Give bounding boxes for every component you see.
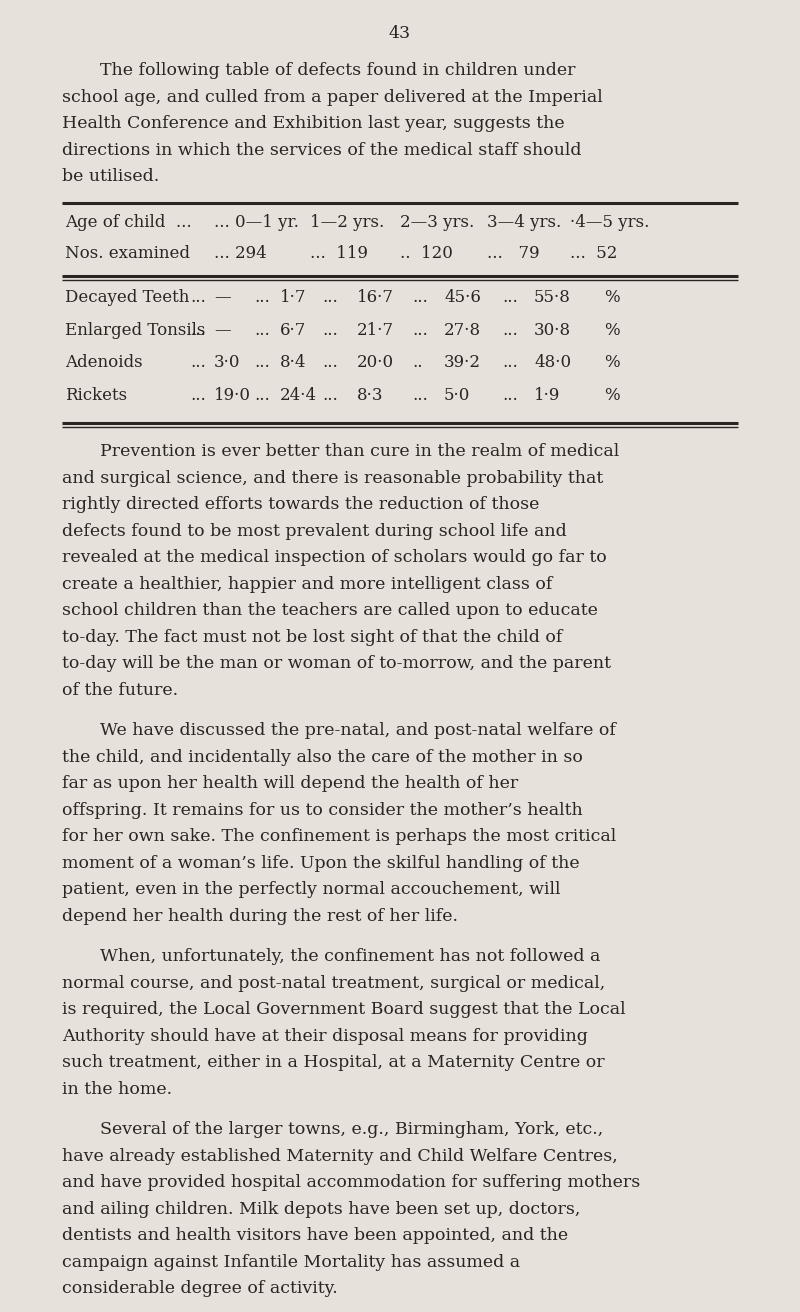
Text: ...: ... [254, 321, 270, 338]
Text: ...   79: ... 79 [487, 245, 540, 262]
Text: and surgical science, and there is reasonable probability that: and surgical science, and there is reaso… [62, 470, 603, 487]
Text: ·4—5 yrs.: ·4—5 yrs. [570, 214, 650, 231]
Text: 1·9: 1·9 [534, 387, 560, 404]
Text: moment of a woman’s life. Upon the skilful handling of the: moment of a woman’s life. Upon the skilf… [62, 855, 580, 872]
Text: Prevention is ever better than cure in the realm of medical: Prevention is ever better than cure in t… [100, 443, 619, 461]
Text: 45·6: 45·6 [444, 290, 481, 307]
Text: for her own sake. The confinement is perhaps the most critical: for her own sake. The confinement is per… [62, 828, 616, 845]
Text: ...  119: ... 119 [310, 245, 368, 262]
Text: and have provided hospital accommodation for suffering mothers: and have provided hospital accommodation… [62, 1174, 640, 1191]
Text: %: % [604, 321, 620, 338]
Text: ...: ... [322, 387, 338, 404]
Text: 20·0: 20·0 [357, 354, 394, 371]
Text: ...: ... [322, 321, 338, 338]
Text: dentists and health visitors have been appointed, and the: dentists and health visitors have been a… [62, 1228, 568, 1245]
Text: ...: ... [412, 387, 428, 404]
Text: school children than the teachers are called upon to educate: school children than the teachers are ca… [62, 602, 598, 619]
Text: Nos. examined: Nos. examined [65, 245, 190, 262]
Text: ... 294: ... 294 [214, 245, 266, 262]
Text: rightly directed efforts towards the reduction of those: rightly directed efforts towards the red… [62, 496, 539, 513]
Text: such treatment, either in a Hospital, at a Maternity Centre or: such treatment, either in a Hospital, at… [62, 1055, 605, 1072]
Text: 8·3: 8·3 [357, 387, 383, 404]
Text: create a healthier, happier and more intelligent class of: create a healthier, happier and more int… [62, 576, 552, 593]
Text: ...: ... [190, 387, 206, 404]
Text: far as upon her health will depend the health of her: far as upon her health will depend the h… [62, 775, 518, 792]
Text: 2—3 yrs.: 2—3 yrs. [400, 214, 474, 231]
Text: Rickets: Rickets [65, 387, 127, 404]
Text: ..  120: .. 120 [400, 245, 453, 262]
Text: directions in which the services of the medical staff should: directions in which the services of the … [62, 142, 582, 159]
Text: %: % [604, 354, 620, 371]
Text: ...: ... [502, 354, 518, 371]
Text: defects found to be most prevalent during school life and: defects found to be most prevalent durin… [62, 523, 566, 541]
Text: 1·7: 1·7 [280, 290, 306, 307]
Text: ...: ... [322, 354, 338, 371]
Text: revealed at the medical inspection of scholars would go far to: revealed at the medical inspection of sc… [62, 550, 606, 567]
Text: depend her health during the rest of her life.: depend her health during the rest of her… [62, 908, 458, 925]
Text: 5·0: 5·0 [444, 387, 470, 404]
Text: ... 0—1 yr.: ... 0—1 yr. [214, 214, 299, 231]
Text: 6·7: 6·7 [280, 321, 306, 338]
Text: the child, and incidentally also the care of the mother in so: the child, and incidentally also the car… [62, 749, 583, 766]
Text: We have discussed the pre-natal, and post-natal welfare of: We have discussed the pre-natal, and pos… [100, 723, 616, 740]
Text: 55·8: 55·8 [534, 290, 571, 307]
Text: school age, and culled from a paper delivered at the Imperial: school age, and culled from a paper deli… [62, 88, 602, 105]
Text: considerable degree of activity.: considerable degree of activity. [62, 1281, 338, 1298]
Text: of the future.: of the future. [62, 682, 178, 699]
Text: 19·0: 19·0 [214, 387, 251, 404]
Text: %: % [604, 387, 620, 404]
Text: to-day will be the man or woman of to-morrow, and the parent: to-day will be the man or woman of to-mo… [62, 656, 611, 673]
Text: ..: .. [412, 354, 422, 371]
Text: to-day. The fact must not be lost sight of that the child of: to-day. The fact must not be lost sight … [62, 628, 562, 646]
Text: —: — [214, 290, 230, 307]
Text: ...: ... [254, 354, 270, 371]
Text: ...: ... [190, 321, 206, 338]
Text: 8·4: 8·4 [280, 354, 306, 371]
Text: and ailing children. Milk depots have been set up, doctors,: and ailing children. Milk depots have be… [62, 1200, 580, 1218]
Text: Several of the larger towns, e.g., Birmingham, York, etc.,: Several of the larger towns, e.g., Birmi… [100, 1122, 603, 1139]
Text: 39·2: 39·2 [444, 354, 481, 371]
Text: 48·0: 48·0 [534, 354, 571, 371]
Text: Adenoids: Adenoids [65, 354, 142, 371]
Text: 27·8: 27·8 [444, 321, 481, 338]
Text: campaign against Infantile Mortality has assumed a: campaign against Infantile Mortality has… [62, 1254, 520, 1271]
Text: offspring. It remains for us to consider the mother’s health: offspring. It remains for us to consider… [62, 802, 582, 819]
Text: ...: ... [322, 290, 338, 307]
Text: %: % [604, 290, 620, 307]
Text: Authority should have at their disposal means for providing: Authority should have at their disposal … [62, 1029, 588, 1044]
Text: ...: ... [190, 354, 206, 371]
Text: 30·8: 30·8 [534, 321, 571, 338]
Text: Decayed Teeth: Decayed Teeth [65, 290, 190, 307]
Text: Enlarged Tonsils: Enlarged Tonsils [65, 321, 206, 338]
Text: be utilised.: be utilised. [62, 168, 159, 185]
Text: 21·7: 21·7 [357, 321, 394, 338]
Text: 24·4: 24·4 [280, 387, 317, 404]
Text: Health Conference and Exhibition last year, suggests the: Health Conference and Exhibition last ye… [62, 115, 565, 133]
Text: normal course, and post-natal treatment, surgical or medical,: normal course, and post-natal treatment,… [62, 975, 606, 992]
Text: is required, the Local Government Board suggest that the Local: is required, the Local Government Board … [62, 1001, 626, 1018]
Text: 43: 43 [389, 25, 411, 42]
Text: ...: ... [254, 387, 270, 404]
Text: in the home.: in the home. [62, 1081, 172, 1098]
Text: ...  52: ... 52 [570, 245, 618, 262]
Text: Age of child  ...: Age of child ... [65, 214, 192, 231]
Text: 3—4 yrs.: 3—4 yrs. [487, 214, 562, 231]
Text: patient, even in the perfectly normal accouchement, will: patient, even in the perfectly normal ac… [62, 882, 561, 899]
Text: ...: ... [412, 290, 428, 307]
Text: 1—2 yrs.: 1—2 yrs. [310, 214, 384, 231]
Text: 16·7: 16·7 [357, 290, 394, 307]
Text: have already established Maternity and Child Welfare Centres,: have already established Maternity and C… [62, 1148, 618, 1165]
Text: ...: ... [254, 290, 270, 307]
Text: The following table of defects found in children under: The following table of defects found in … [100, 62, 575, 79]
Text: ...: ... [502, 387, 518, 404]
Text: —: — [214, 321, 230, 338]
Text: ...: ... [412, 321, 428, 338]
Text: ...: ... [190, 290, 206, 307]
Text: ...: ... [502, 321, 518, 338]
Text: When, unfortunately, the confinement has not followed a: When, unfortunately, the confinement has… [100, 949, 600, 966]
Text: ...: ... [502, 290, 518, 307]
Text: 3·0: 3·0 [214, 354, 241, 371]
